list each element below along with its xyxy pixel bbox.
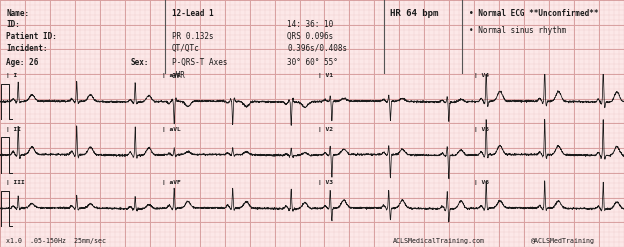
- Text: | aVF: | aVF: [162, 180, 181, 185]
- Text: • Normal ECG **Unconfirmed**: • Normal ECG **Unconfirmed**: [469, 9, 599, 18]
- Text: Sex:: Sex:: [131, 58, 150, 67]
- Text: Name:: Name:: [6, 9, 29, 18]
- Text: | V4: | V4: [474, 73, 489, 78]
- Text: | V3: | V3: [318, 180, 333, 185]
- Text: P-QRS-T Axes: P-QRS-T Axes: [172, 58, 227, 67]
- Text: | V1: | V1: [318, 73, 333, 78]
- Text: | III: | III: [6, 180, 25, 185]
- Text: 14: 36: 10: 14: 36: 10: [287, 20, 333, 29]
- Text: ID:: ID:: [6, 20, 20, 29]
- Text: QT/QTc: QT/QTc: [172, 44, 199, 53]
- Text: x1.0  .05-150Hz  25mm/sec: x1.0 .05-150Hz 25mm/sec: [6, 238, 106, 245]
- Text: • Normal sinus rhythm: • Normal sinus rhythm: [469, 26, 567, 35]
- Text: QRS 0.096s: QRS 0.096s: [287, 32, 333, 41]
- Text: ACLSMedicalTraining.com: ACLSMedicalTraining.com: [393, 238, 485, 245]
- Text: | II: | II: [6, 127, 21, 132]
- Text: | aVL: | aVL: [162, 127, 181, 132]
- Text: | V6: | V6: [474, 180, 489, 185]
- Text: 0.396s/0.408s: 0.396s/0.408s: [287, 44, 347, 53]
- Text: | I: | I: [6, 73, 17, 78]
- Text: | V5: | V5: [474, 127, 489, 132]
- Text: | aVR: | aVR: [162, 73, 181, 78]
- Text: HR 64 bpm: HR 64 bpm: [390, 9, 439, 18]
- Text: @ACLSMedTraining: @ACLSMedTraining: [530, 238, 595, 245]
- Text: 30° 60° 55°: 30° 60° 55°: [287, 58, 338, 67]
- Text: | V2: | V2: [318, 127, 333, 132]
- Text: Incident:: Incident:: [6, 44, 48, 53]
- Text: Patient ID:: Patient ID:: [6, 32, 57, 41]
- Text: 12-Lead 1: 12-Lead 1: [172, 9, 213, 18]
- Text: Age: 26: Age: 26: [6, 58, 39, 67]
- Text: aVR: aVR: [172, 71, 185, 80]
- Text: PR 0.132s: PR 0.132s: [172, 32, 213, 41]
